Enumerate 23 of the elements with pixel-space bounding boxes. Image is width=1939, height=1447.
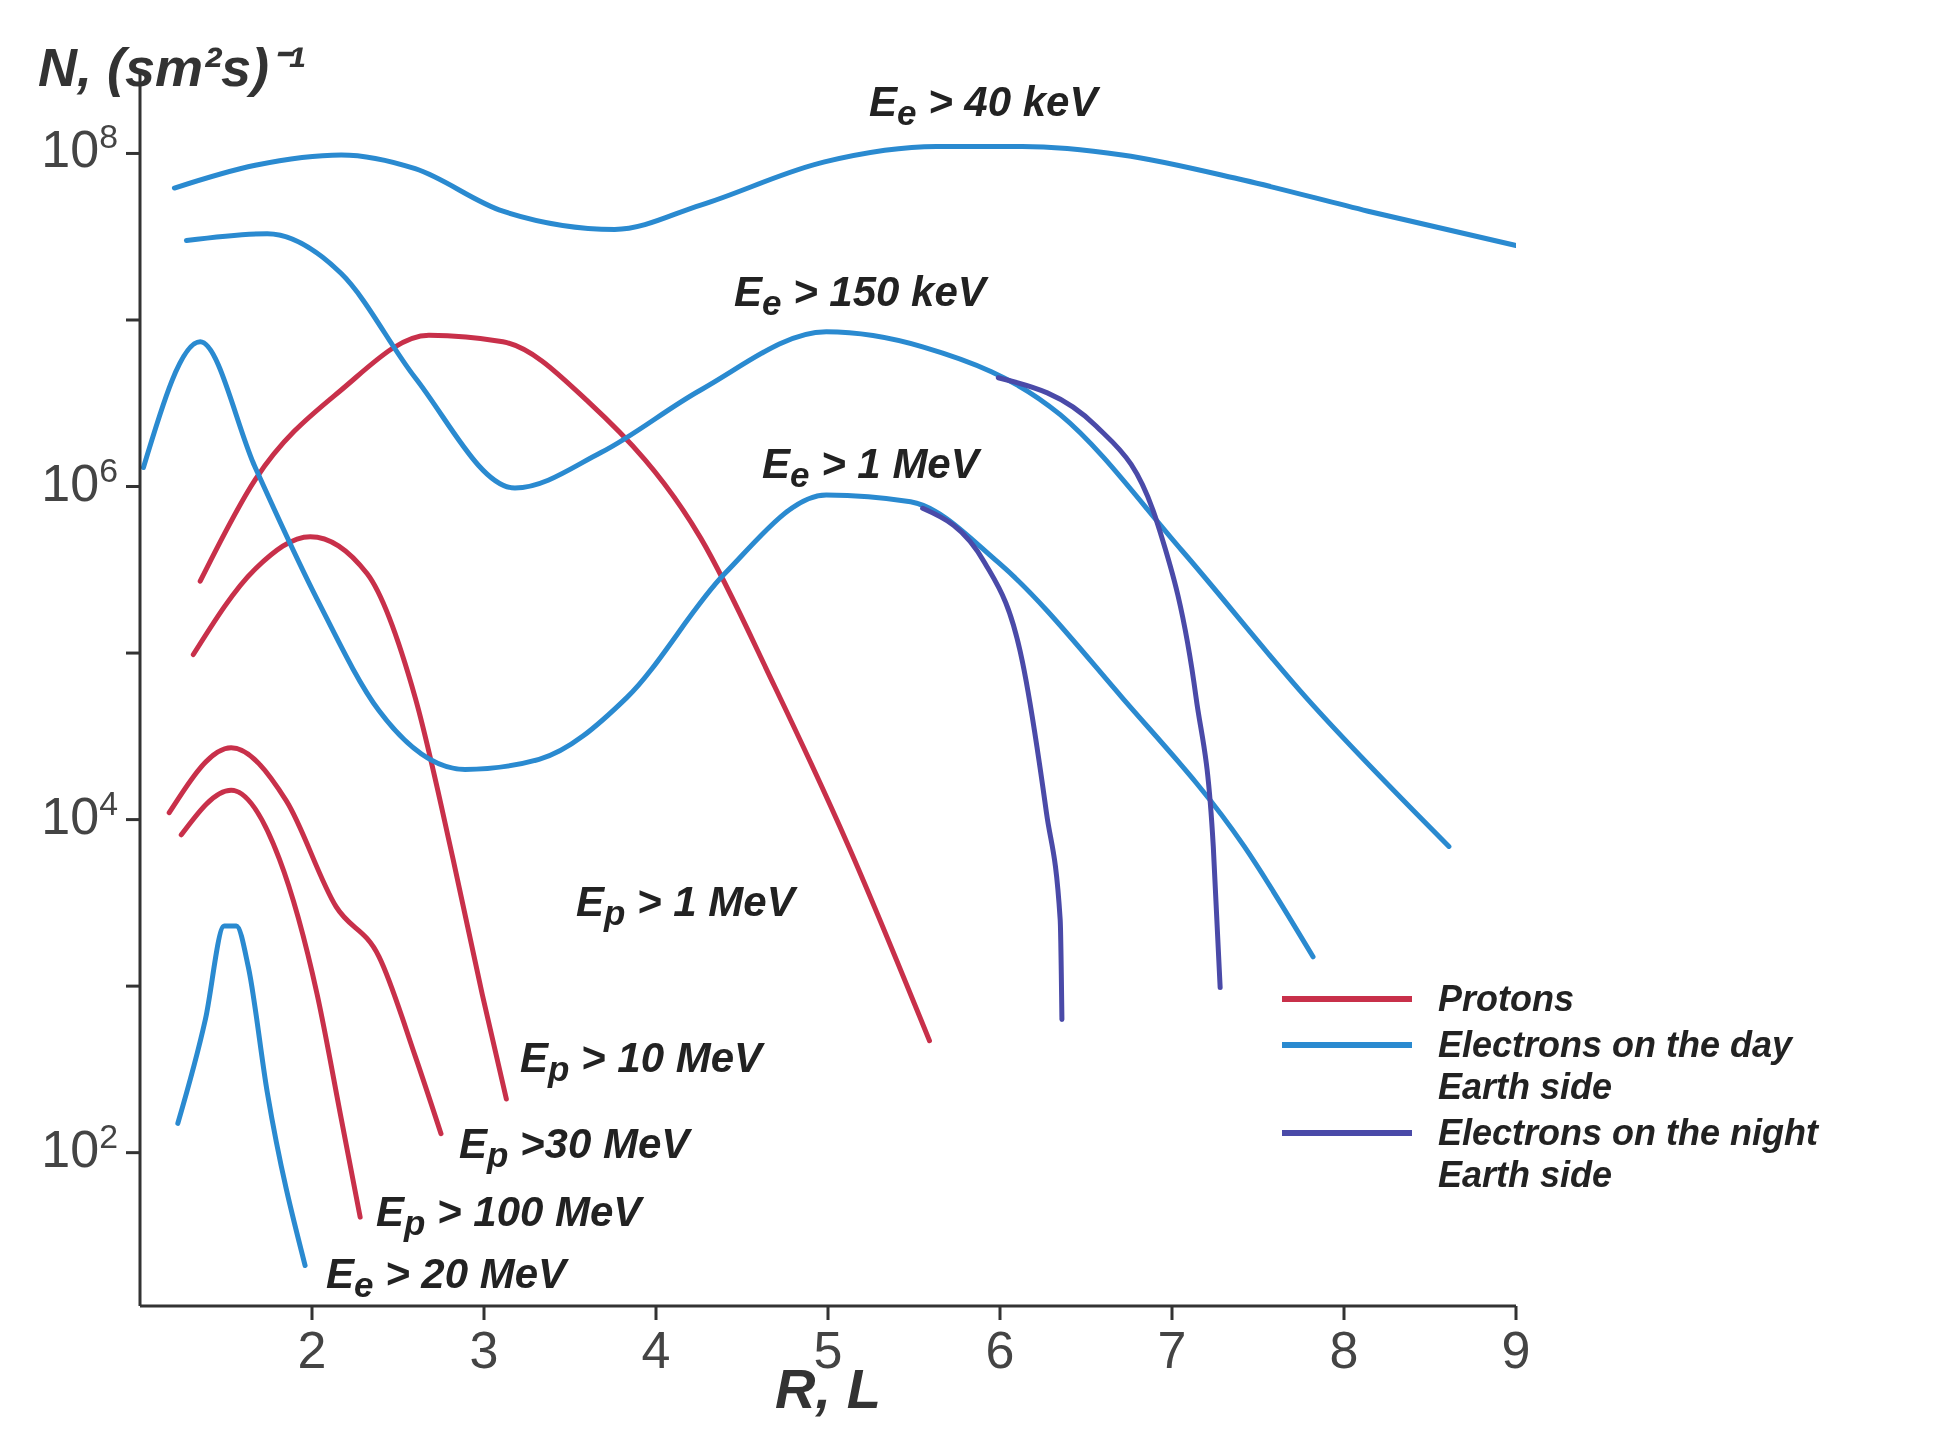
x-tick-label: 7 <box>1157 1321 1187 1379</box>
annotation: E$_{p}$ >30 MeV <box>458 1119 693 1177</box>
y-axis-title: N, (sm²s)⁻¹ <box>38 37 306 97</box>
legend-label: Protons <box>1438 978 1575 1020</box>
x-tick-label: 4 <box>641 1321 671 1379</box>
y-tick-label: 10$^{4}$ <box>41 783 118 845</box>
x-tick-label: 3 <box>469 1321 499 1379</box>
annotation: E$_{e}$ > 150 keV <box>733 267 990 325</box>
legend-label: Electrons on the day Earth side <box>1438 1024 1795 1108</box>
legend-label: Electrons on the night Earth side <box>1438 1112 1820 1196</box>
x-tick-label: 6 <box>985 1321 1015 1379</box>
y-tick-label: 10$^{8}$ <box>41 117 118 179</box>
y-tick-label: 10$^{2}$ <box>41 1116 118 1178</box>
x-tick-label: 9 <box>1501 1321 1531 1379</box>
annotation: E$_{e}$ > 20 MeV <box>325 1249 570 1307</box>
annotation: E$_{p}$ > 10 MeV <box>519 1033 766 1091</box>
annotation: E$_{p}$ > 100 MeV <box>375 1187 645 1245</box>
annotation: E$_{e}$ > 1 MeV <box>761 439 983 497</box>
x-tick-label: 2 <box>297 1321 327 1379</box>
y-tick-label: 10$^{6}$ <box>41 450 118 512</box>
annotation: E$_{e}$ > 40 keV <box>868 77 1102 135</box>
x-tick-label: 8 <box>1329 1321 1359 1379</box>
annotation: E$_{p}$ > 1 MeV <box>575 877 799 935</box>
